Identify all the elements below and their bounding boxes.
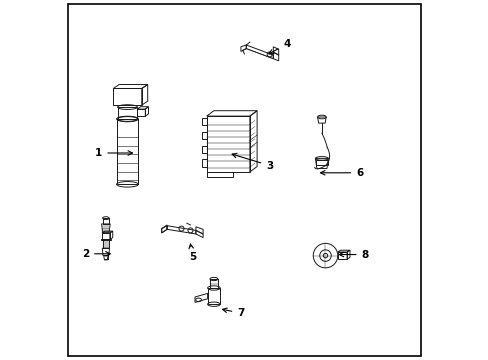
- Bar: [201, 132, 206, 139]
- Text: 4: 4: [268, 39, 290, 54]
- Text: 6: 6: [320, 168, 363, 178]
- Bar: [201, 118, 206, 126]
- Bar: [201, 145, 206, 153]
- Bar: [206, 172, 232, 177]
- Text: 2: 2: [81, 249, 110, 259]
- Bar: [201, 159, 206, 166]
- Text: 7: 7: [222, 308, 244, 318]
- Bar: [137, 109, 145, 116]
- Bar: [102, 218, 109, 224]
- Bar: [209, 279, 218, 288]
- Text: 5: 5: [188, 244, 196, 262]
- Bar: [117, 107, 137, 119]
- Bar: [116, 119, 138, 184]
- Text: 8: 8: [339, 249, 368, 260]
- Text: 3: 3: [232, 153, 273, 171]
- Bar: [316, 160, 327, 165]
- Text: 1: 1: [95, 148, 132, 158]
- Bar: [102, 233, 110, 239]
- Bar: [101, 239, 111, 240]
- Bar: [102, 239, 109, 248]
